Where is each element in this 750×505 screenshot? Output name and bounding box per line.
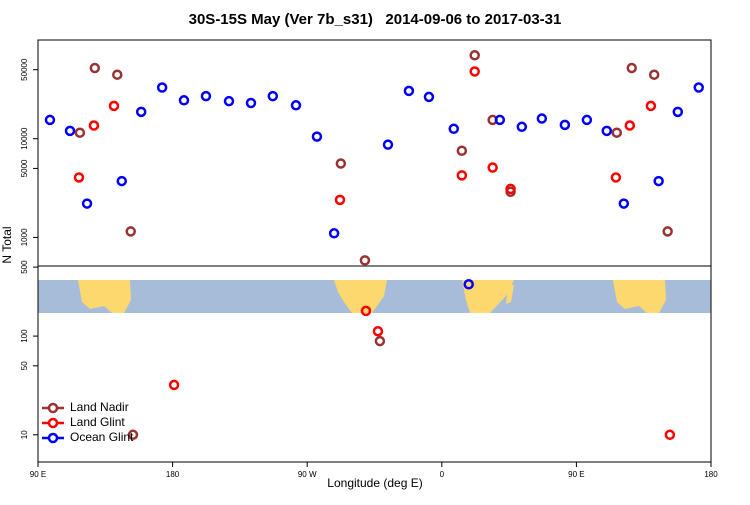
y-tick-label: 50000 — [20, 58, 29, 81]
point — [127, 429, 139, 441]
point — [359, 255, 371, 266]
point — [645, 100, 657, 112]
y-tick-label: 100 — [20, 329, 29, 343]
point — [168, 379, 180, 391]
point — [487, 162, 498, 173]
point — [372, 325, 384, 337]
x-tick-label: 180 — [166, 470, 180, 479]
point — [382, 139, 394, 150]
point — [112, 69, 123, 80]
x-tick-label: 90 W — [298, 470, 317, 479]
point — [456, 170, 468, 181]
legend-marker — [47, 402, 59, 414]
point — [626, 62, 637, 74]
point — [290, 100, 302, 111]
point — [156, 82, 168, 93]
point — [135, 106, 147, 118]
point — [44, 114, 56, 126]
x-tick-label: 180 — [704, 470, 718, 479]
point — [611, 127, 623, 138]
point — [581, 114, 593, 126]
y-tick-label: 10000 — [20, 127, 29, 150]
point — [516, 121, 528, 133]
point — [360, 305, 372, 317]
point — [116, 175, 128, 187]
map-strip — [38, 280, 711, 313]
point — [334, 194, 346, 206]
y-axis-label: N Total — [0, 226, 14, 263]
point — [125, 226, 136, 237]
point — [178, 95, 190, 106]
x-tick-label: 0 — [440, 470, 445, 479]
point — [108, 100, 120, 112]
point — [618, 198, 630, 209]
legend-marker — [47, 432, 59, 444]
point — [89, 62, 101, 74]
y-tick-label: 10 — [20, 430, 29, 439]
y-tick-label: 5000 — [20, 159, 29, 177]
point — [469, 50, 480, 61]
point — [610, 172, 622, 183]
point — [374, 335, 386, 347]
point — [267, 90, 279, 102]
point — [463, 279, 474, 290]
y-tick-label: 50 — [20, 361, 29, 370]
point — [648, 69, 660, 80]
point — [64, 125, 76, 137]
chart-title: 30S-15S May (Ver 7b_s31) 2014-09-06 to 2… — [189, 11, 562, 28]
point — [423, 91, 435, 103]
legend-label: Land Nadir — [70, 400, 129, 414]
x-tick-label: 90 E — [568, 470, 584, 479]
point — [73, 172, 85, 183]
point — [81, 198, 93, 209]
y-tick-label: 1000 — [20, 228, 29, 246]
y-tick-label: 500 — [20, 260, 29, 274]
x-tick-label: 90 E — [30, 470, 46, 479]
point — [693, 82, 704, 93]
point — [505, 183, 516, 195]
point — [664, 429, 676, 441]
point — [245, 97, 257, 109]
point — [494, 114, 506, 126]
point — [448, 123, 460, 135]
point — [601, 125, 613, 137]
point — [335, 158, 347, 169]
point — [456, 145, 468, 156]
point — [662, 226, 673, 237]
point — [223, 95, 235, 107]
point — [624, 120, 636, 131]
point — [536, 113, 548, 124]
point — [88, 120, 100, 131]
legend-marker — [47, 417, 59, 429]
point — [559, 119, 571, 131]
point — [328, 228, 340, 239]
point — [653, 175, 664, 187]
point — [200, 90, 212, 102]
point — [311, 131, 323, 142]
point — [672, 106, 684, 118]
legend-label: Ocean Glint — [70, 430, 134, 444]
legend-label: Land Glint — [70, 415, 125, 429]
plot-frame — [37, 39, 712, 463]
point — [403, 85, 415, 97]
x-axis-label: Longitude (deg E) — [327, 476, 422, 490]
point — [469, 66, 480, 77]
point — [74, 127, 86, 138]
